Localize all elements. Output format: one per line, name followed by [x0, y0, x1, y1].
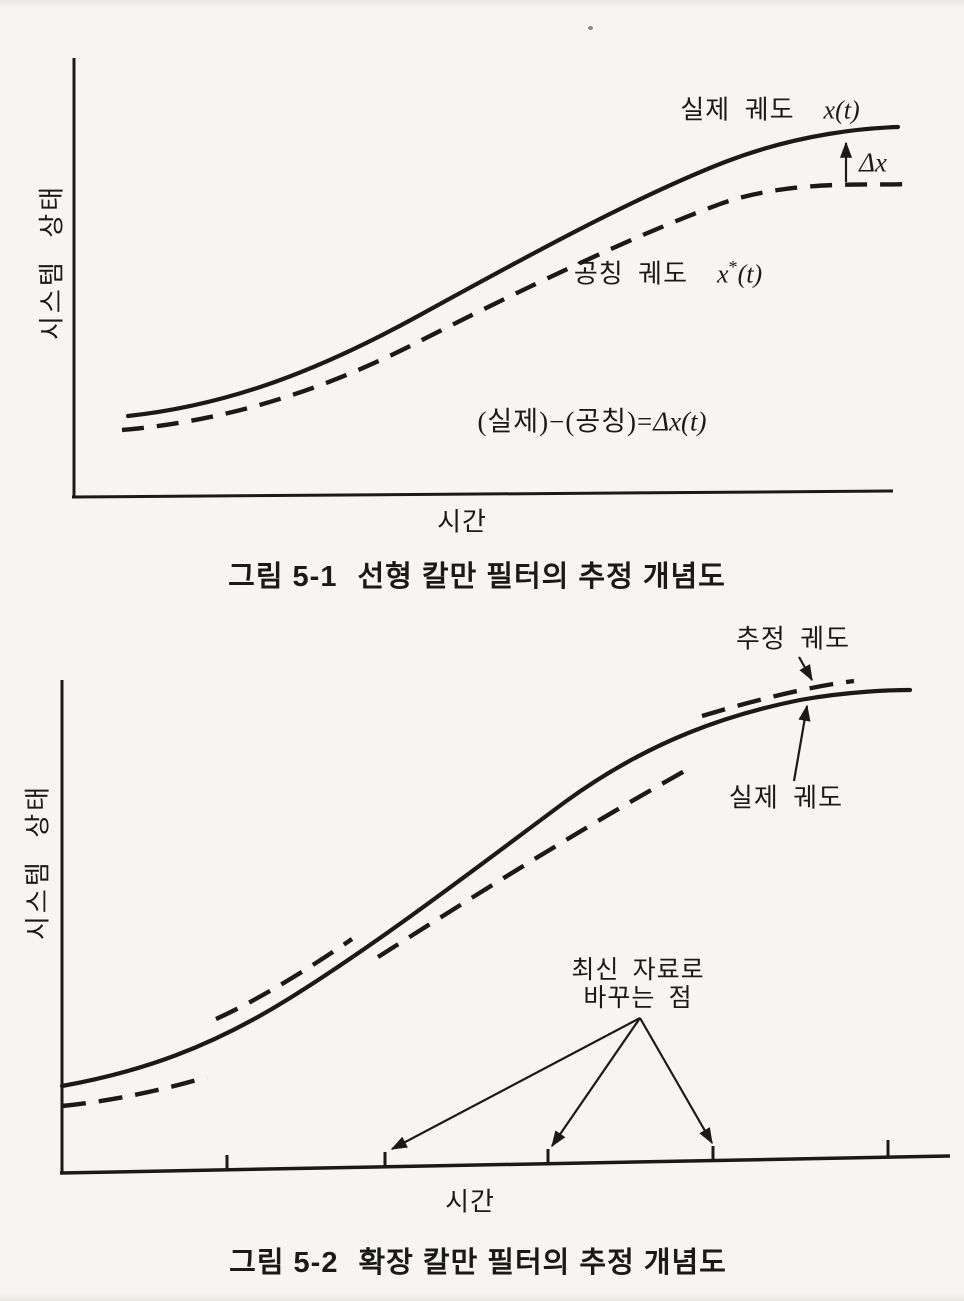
fig1-nominal-trajectory-label: 공칭 궤도 x*(t) [573, 256, 763, 289]
fig2-plot-svg [59, 656, 951, 1175]
fig1-caption: 그림 5-1 선형 칼만 필터의 추정 개념도 [228, 553, 726, 595]
fig2-update-note-line1: 최신 자료로 [571, 957, 705, 984]
fig1-plot-svg [71, 58, 906, 499]
fig1-delta-x-label: Δx [859, 147, 887, 178]
update-point-arrow-3 [639, 1017, 713, 1145]
fig2-caption: 그림 5-2 확장 칼만 필터의 추정 개념도 [229, 1239, 727, 1281]
fig2-caption-number: 그림 5-2 [229, 1247, 339, 1279]
fig1-caption-title: 선형 칼만 필터의 추정 개념도 [357, 561, 726, 593]
fig2-x-axis-label: 시간 [445, 1187, 495, 1217]
fig2-estimated-segment-4 [701, 678, 855, 719]
fig1-x-axis [71, 489, 894, 499]
fig1-actual-trajectory-label: 실제 궤도 x(t) [680, 95, 860, 125]
fig1-x-axis-label: 시간 [437, 507, 487, 537]
actual-label-arrow [792, 704, 811, 782]
fig1-actual-curve [125, 124, 901, 419]
update-point-arrow-1 [390, 1017, 641, 1150]
fig2-caption-title: 확장 칼만 필터의 추정 개념도 [358, 1247, 727, 1279]
fig2-update-note-line2: 바꾸는 점 [583, 985, 693, 1012]
fig2-estimated-segment-3 [376, 766, 692, 959]
fig2-y-axis-label: 시스템 상태 [23, 783, 53, 941]
estimated-label-arrow [798, 656, 813, 682]
fig1-equation: (실제)−(공칭)=Δx(t) [477, 406, 707, 437]
fig2-estimated-trajectory-label: 추정 궤도 [735, 624, 851, 654]
fig2-actual-trajectory-label: 실제 궤도 [728, 783, 844, 813]
fig1-caption-number: 그림 5-1 [228, 561, 338, 593]
fig2-update-note: 최신 자료로 바꾸는 점 [571, 957, 704, 1013]
fig2-actual-curve [59, 687, 913, 1089]
scan-speck [588, 26, 593, 30]
update-point-arrow-2 [551, 1017, 641, 1148]
fig2-estimated-segment-2 [215, 937, 354, 1022]
fig2-estimated-segment-1 [61, 1074, 208, 1109]
fig1-nominal-curve [121, 181, 906, 433]
fig2-x-axis [59, 1154, 951, 1175]
